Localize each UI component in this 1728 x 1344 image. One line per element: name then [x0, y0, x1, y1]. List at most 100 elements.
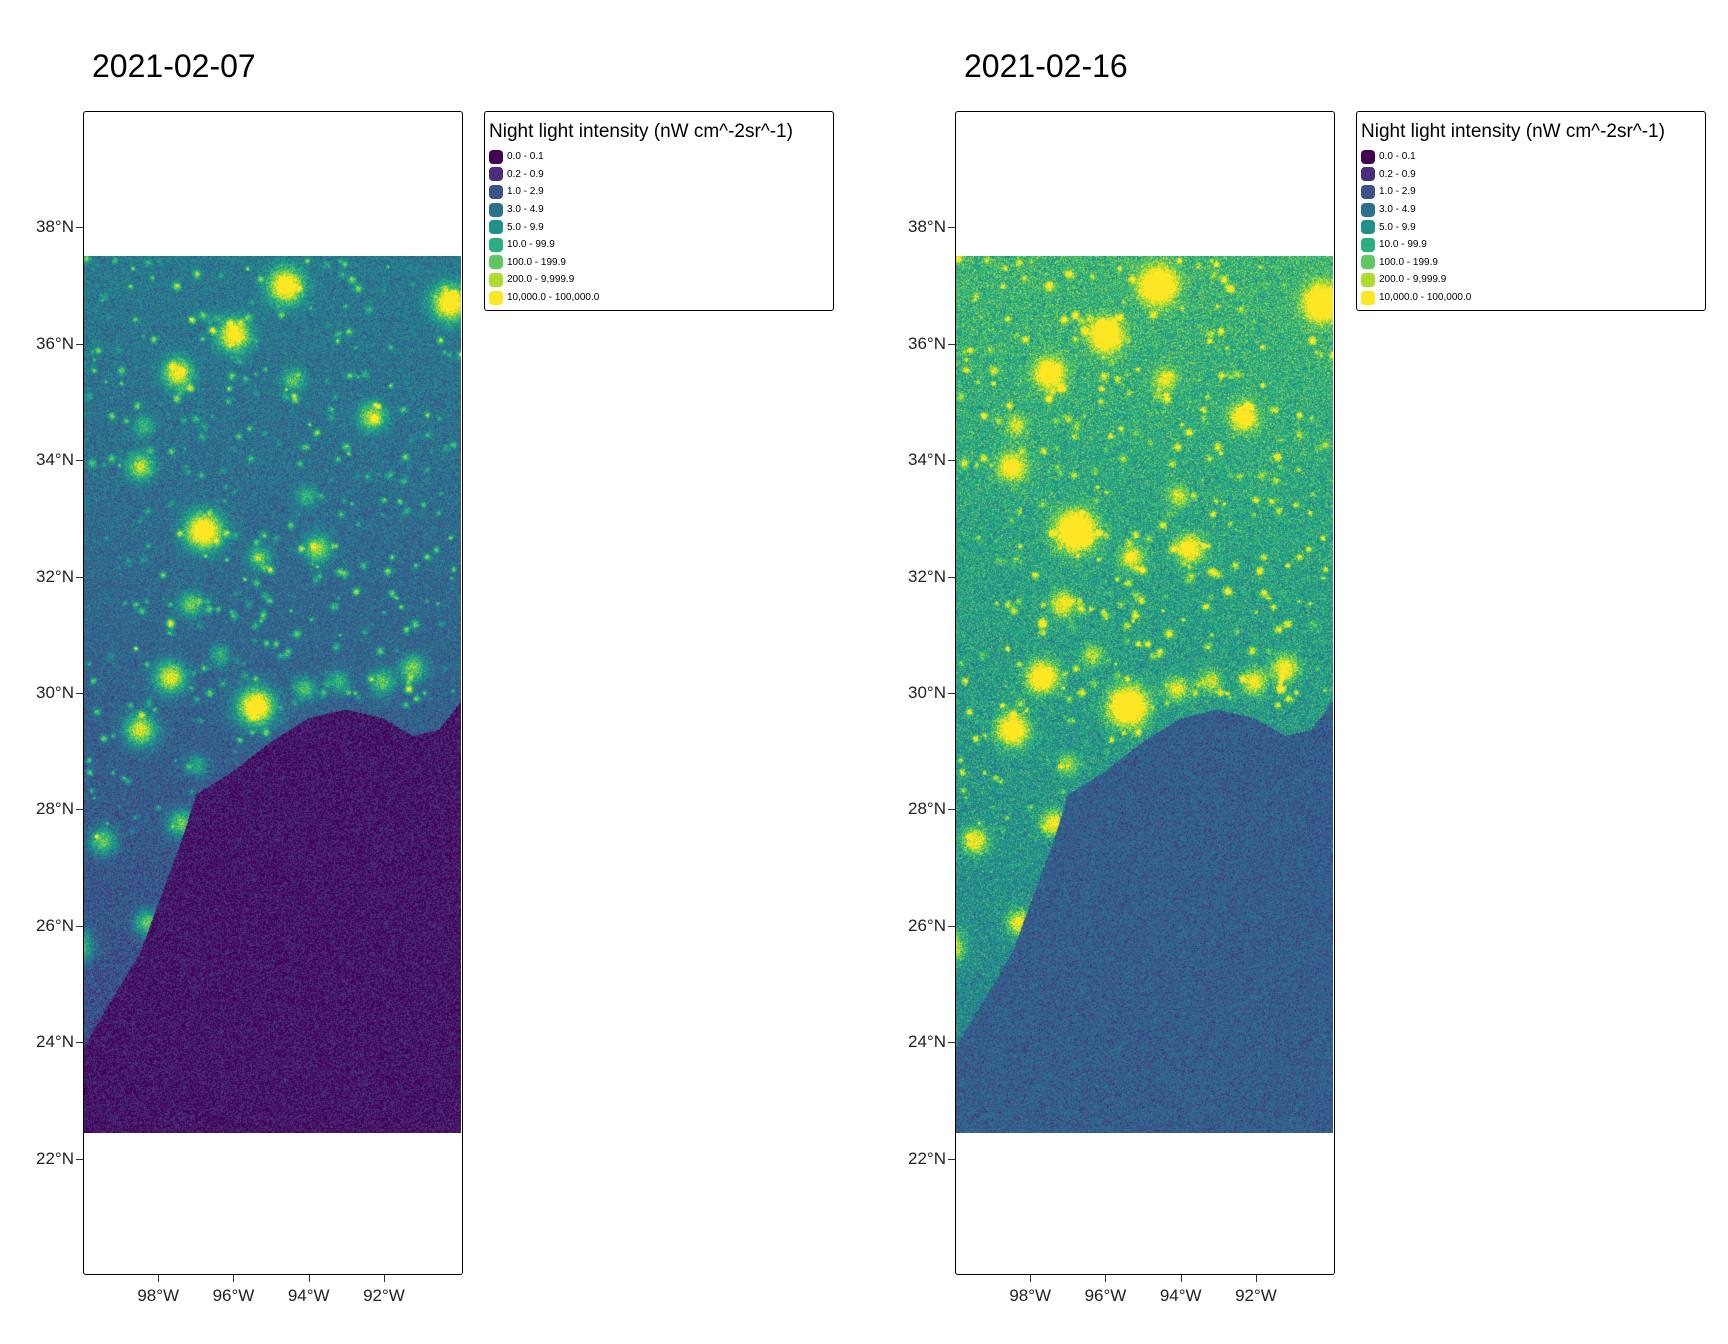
latitude-tick-label: 24°N — [36, 1032, 74, 1052]
latitude-tick-label: 38°N — [36, 217, 74, 237]
legend-label: 0.0 - 0.1 — [1379, 151, 1416, 163]
panel-title: 2021-02-07 — [92, 48, 256, 84]
legend-swatch — [489, 237, 503, 252]
legend-swatch — [1361, 237, 1375, 252]
legend-label: 3.0 - 4.9 — [507, 204, 544, 216]
latitude-tick-label: 36°N — [908, 333, 946, 353]
latitude-tick — [948, 343, 955, 345]
latitude-tick — [948, 1042, 955, 1044]
latitude-tick-label: 38°N — [908, 217, 946, 237]
legend-label: 5.0 - 9.9 — [507, 221, 544, 233]
legend-item: 100.0 - 199.9 — [1361, 254, 1471, 272]
latitude-tick-label: 24°N — [908, 1032, 946, 1052]
legend-items: 0.0 - 0.1 0.2 - 0.9 1.0 - 2.9 3.0 - 4.9 5.0 … — [489, 148, 599, 306]
legend-item: 3.0 - 4.9 — [489, 201, 599, 219]
legend-item: 1.0 - 2.9 — [489, 183, 599, 201]
legend-label: 1.0 - 2.9 — [1379, 186, 1416, 198]
latitude-tick — [76, 576, 83, 578]
latitude-tick — [948, 576, 955, 578]
map-frame — [955, 111, 1335, 1275]
legend-label: 200.0 - 9,999.9 — [507, 274, 575, 286]
latitude-tick — [948, 1158, 955, 1160]
legend-swatch — [489, 149, 503, 164]
legend: Night light intensity (nW cm^-2sr^-1) 0.… — [1356, 111, 1706, 311]
map-panel-2021-02-16: 2021-02-16 38°N 36°N 34°N 32°N 30°N 28°N 26°N 2… — [872, 0, 1728, 1344]
panel-title: 2021-02-16 — [964, 48, 1128, 84]
longitude-tick — [1105, 1275, 1107, 1282]
legend-item: 0.0 - 0.1 — [489, 148, 599, 166]
legend-swatch — [489, 272, 503, 287]
longitude-tick-label: 92°W — [363, 1286, 405, 1305]
legend-swatch — [489, 202, 503, 217]
legend-item: 5.0 - 9.9 — [1361, 218, 1471, 236]
longitude-tick — [308, 1275, 310, 1282]
legend-label: 10.0 - 99.9 — [507, 239, 555, 251]
longitude-tick-label: 92°W — [1235, 1286, 1277, 1305]
latitude-tick-label: 36°N — [36, 333, 74, 353]
legend-swatch — [1361, 184, 1375, 199]
longitude-tick-label: 94°W — [1159, 1286, 1202, 1305]
legend-item: 10,000.0 - 100,000.0 — [1361, 289, 1471, 307]
latitude-tick — [948, 809, 955, 811]
latitude-tick-label: 26°N — [908, 915, 946, 935]
longitude-tick-label: 96°W — [212, 1286, 255, 1305]
latitude-tick — [76, 227, 83, 229]
latitude-tick-label: 26°N — [36, 915, 74, 935]
longitude-tick — [1255, 1275, 1257, 1282]
legend-label: 0.2 - 0.9 — [507, 168, 544, 180]
latitude-tick-label: 30°N — [908, 683, 946, 702]
legend-item: 0.2 - 0.9 — [489, 166, 599, 184]
legend-label: 1.0 - 2.9 — [507, 186, 544, 198]
legend-title: Night light intensity (nW cm^-2sr^-1) — [1361, 121, 1665, 142]
latitude-tick-label: 32°N — [36, 566, 74, 586]
latitude-tick-label: 30°N — [36, 683, 74, 702]
legend-swatch — [489, 184, 503, 199]
legend-item: 10.0 - 99.9 — [1361, 236, 1471, 254]
latitude-tick — [76, 343, 83, 345]
legend-label: 200.0 - 9,999.9 — [1379, 274, 1447, 286]
latitude-tick-label: 34°N — [908, 450, 946, 470]
legend-label: 10,000.0 - 100,000.0 — [1379, 292, 1472, 304]
longitude-tick-label: 98°W — [137, 1286, 180, 1305]
legend-swatch — [1361, 167, 1375, 182]
legend-swatch — [489, 290, 503, 305]
legend-label: 5.0 - 9.9 — [1379, 221, 1416, 233]
legend-label: 10,000.0 - 100,000.0 — [507, 292, 600, 304]
legend-items: 0.0 - 0.1 0.2 - 0.9 1.0 - 2.9 3.0 - 4.9 5.0 … — [1361, 148, 1471, 306]
longitude-tick-label: 94°W — [287, 1286, 330, 1305]
latitude-tick — [76, 1042, 83, 1044]
legend-label: 3.0 - 4.9 — [1379, 204, 1416, 216]
longitude-tick-label: 98°W — [1009, 1286, 1052, 1305]
legend-swatch — [489, 255, 503, 270]
latitude-tick — [76, 1158, 83, 1160]
legend-label: 0.2 - 0.9 — [1379, 168, 1416, 180]
longitude-tick — [233, 1275, 235, 1282]
legend-item: 3.0 - 4.9 — [1361, 201, 1471, 219]
latitude-tick-label: 28°N — [36, 799, 74, 819]
legend-swatch — [489, 220, 503, 235]
longitude-tick — [1030, 1275, 1032, 1282]
latitude-tick-label: 34°N — [36, 450, 74, 470]
legend-item: 100.0 - 199.9 — [489, 254, 599, 272]
longitude-tick — [1180, 1275, 1182, 1282]
night-light-raster — [956, 256, 1333, 1133]
latitude-tick — [76, 460, 83, 462]
legend-item: 10,000.0 - 100,000.0 — [489, 289, 599, 307]
legend-item: 200.0 - 9,999.9 — [1361, 271, 1471, 289]
latitude-tick — [948, 693, 955, 694]
night-light-raster — [84, 256, 461, 1133]
legend-item: 200.0 - 9,999.9 — [489, 271, 599, 289]
legend-item: 0.0 - 0.1 — [1361, 148, 1471, 166]
legend-label: 100.0 - 199.9 — [507, 256, 566, 268]
legend-swatch — [1361, 220, 1375, 235]
legend-swatch — [1361, 290, 1375, 305]
longitude-tick-label: 96°W — [1084, 1286, 1127, 1305]
latitude-tick — [76, 693, 83, 694]
longitude-tick — [158, 1275, 160, 1282]
legend-swatch — [489, 167, 503, 182]
legend-item: 0.2 - 0.9 — [1361, 166, 1471, 184]
legend-item: 5.0 - 9.9 — [489, 218, 599, 236]
legend-swatch — [1361, 272, 1375, 287]
latitude-tick-label: 32°N — [908, 566, 946, 586]
longitude-tick — [383, 1275, 385, 1282]
